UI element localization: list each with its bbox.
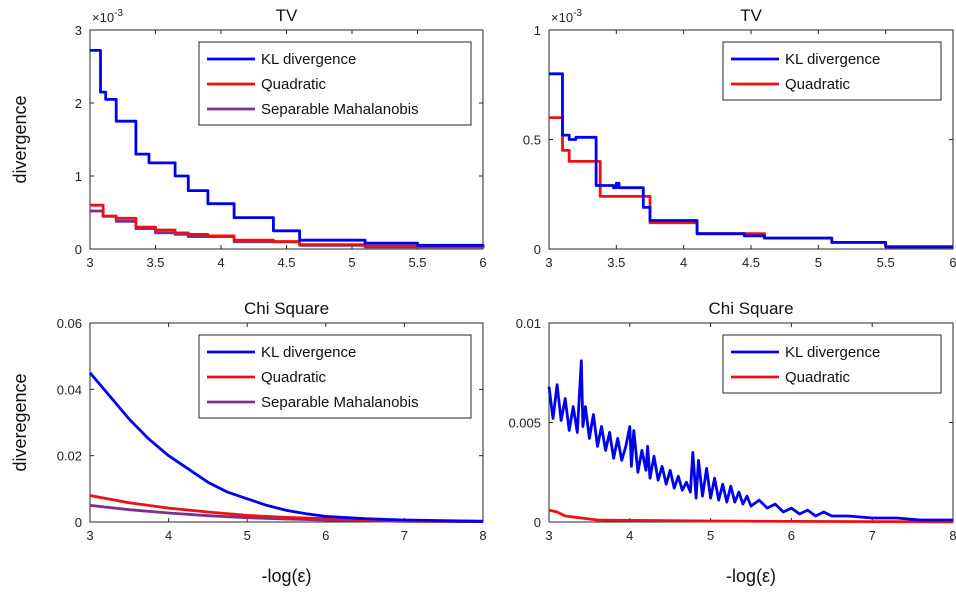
panel-3-xtick-label: 4 (165, 528, 172, 543)
panel-2-series-kl-divergence (549, 72, 953, 249)
panel-1-xtick-label: 3 (86, 255, 93, 270)
panel-1-ylabel: divergence (10, 95, 30, 183)
panel-3-xtick-label: 5 (244, 528, 251, 543)
panel-3-ytick-label: 0.04 (57, 382, 82, 397)
panel-2-xtick-label: 5 (815, 255, 822, 270)
panel-1-series-quadratic (90, 203, 485, 248)
panel-2-xtick-label: 4.5 (742, 255, 760, 270)
panel-3-xtick-label: 6 (322, 528, 329, 543)
panel-3-xtick-label: 8 (479, 528, 486, 543)
panel-1-xtick-label: 6 (479, 255, 486, 270)
panel-3-legend-label: KL divergence (261, 344, 356, 361)
panel-2-legend-label: Quadratic (785, 76, 851, 93)
panel-4-ytick-label: 0.01 (516, 316, 541, 331)
panel-2-y-exponent: ×10-3 (551, 8, 582, 25)
panel-4-xlabel: -log(ε) (726, 566, 776, 586)
panel-2-xtick-label: 3 (545, 255, 552, 270)
panel-4-ytick-label: 0 (534, 515, 541, 530)
panel-1-ytick-label: 1 (75, 169, 82, 184)
panel-1-legend-label: Separable Mahalanobis (261, 101, 419, 118)
panel-1-y-exponent: ×10-3 (92, 8, 123, 25)
panel-4-title: Chi Square (708, 299, 793, 318)
panel-3-xtick-label: 7 (401, 528, 408, 543)
panel-1-xtick-label: 5.5 (408, 255, 426, 270)
panel-1-series-kl-divergence (90, 49, 485, 247)
panel-2-ytick-label: 1 (534, 23, 541, 38)
panel-3-title: Chi Square (244, 299, 329, 318)
panel-2-title: TV (740, 6, 762, 25)
panel-4-ytick-label: 0.005 (508, 416, 541, 431)
panel-3-xlabel: -log(ε) (261, 566, 311, 586)
panel-4-legend-label: Quadratic (785, 369, 851, 386)
panel-2-legend (722, 41, 942, 101)
panel-1-ytick-label: 0 (75, 242, 82, 257)
panel-2-xtick-label: 6 (949, 255, 956, 270)
panel-2-legend-label: KL divergence (785, 51, 880, 68)
panel-3-legend-label: Separable Mahalanobis (261, 394, 419, 411)
panel-2-xtick-label: 4 (680, 255, 687, 270)
panel-2-xtick-label: 3.5 (607, 255, 625, 270)
panel-4-series-kl-divergence (547, 359, 953, 522)
panel-1-legend-label: Quadratic (261, 76, 327, 93)
panel-3-series-kl-divergence (88, 371, 484, 523)
panel-4-legend (722, 334, 942, 394)
panel-1-xtick-label: 4 (217, 255, 224, 270)
panel-3-ytick-label: 0.06 (57, 316, 82, 331)
panel-3-ylabel: diveregence (10, 373, 30, 471)
panel-4-xtick-label: 7 (869, 528, 876, 543)
panel-4-xtick-label: 8 (949, 528, 956, 543)
panel-3-legend-label: Quadratic (261, 369, 327, 386)
panel-3-ytick-label: 0.02 (57, 449, 82, 464)
panel-3-xtick-label: 3 (86, 528, 93, 543)
panel-1-legend-label: KL divergence (261, 51, 356, 68)
panel-1-ytick-label: 3 (75, 23, 82, 38)
panel-1-xtick-label: 4.5 (277, 255, 295, 270)
panel-1-xtick-label: 5 (348, 255, 355, 270)
panel-1-xtick-label: 3.5 (146, 255, 164, 270)
panel-4-xtick-label: 3 (545, 528, 552, 543)
panel-4-xtick-label: 5 (707, 528, 714, 543)
panel-3-ytick-label: 0 (75, 515, 82, 530)
panel-1-title: TV (276, 6, 298, 25)
panel-4-xtick-label: 6 (788, 528, 795, 543)
panel-4-legend-label: KL divergence (785, 344, 880, 361)
panel-2-xtick-label: 5.5 (877, 255, 895, 270)
panel-2-ytick-label: 0.5 (523, 133, 541, 148)
panel-1-ytick-label: 2 (75, 96, 82, 111)
panel-4-xtick-label: 4 (626, 528, 633, 543)
panel-4-series-quadratic (548, 508, 954, 524)
panel-2-ytick-label: 0 (534, 242, 541, 257)
